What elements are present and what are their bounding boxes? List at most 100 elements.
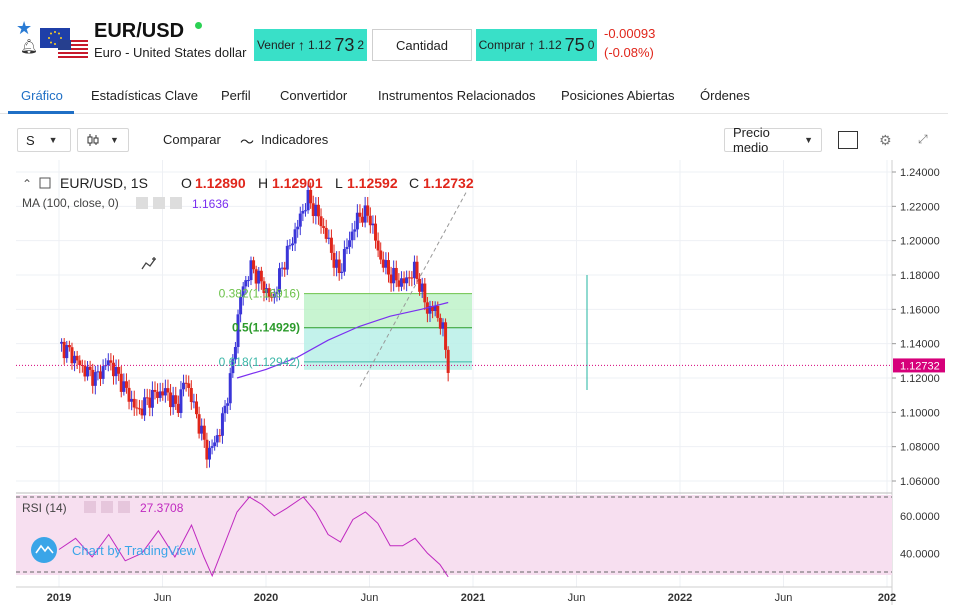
candle-body (171, 395, 175, 408)
caret-down-icon: ▼ (804, 135, 813, 145)
time-tick-label: 202 (878, 592, 896, 604)
time-axis: 2019 Jun 2020 Jun 2021 Jun 2022 Jun 202 (47, 592, 896, 604)
candle-body (259, 270, 263, 282)
buy-button[interactable]: Comprar ↑ 1.12 75 0 (476, 29, 597, 61)
candle-body (192, 401, 196, 403)
tab-grafico[interactable]: Gráfico (21, 88, 63, 103)
candle-body (161, 391, 165, 396)
candle-body (285, 245, 289, 270)
close-icon[interactable] (118, 501, 130, 513)
arrow-up-icon: ↑ (528, 37, 536, 53)
compare-button[interactable]: Comparar (163, 132, 221, 147)
eye-icon[interactable] (136, 197, 148, 209)
candle-body (148, 397, 152, 408)
eye-icon[interactable] (84, 501, 96, 513)
indicators-button[interactable]: Indicadores (261, 132, 329, 147)
chart-legend: ⌃ EUR/USD, 1S O 1.12890 H 1.12901 L 1.12… (22, 175, 474, 211)
candle-body (86, 366, 90, 377)
candle-body (220, 413, 224, 436)
candle-body (195, 401, 199, 415)
buy-label: Comprar (478, 38, 526, 52)
tab-instrumentos-relacionados[interactable]: Instrumentos Relacionados (378, 88, 536, 103)
bell-alert-icon[interactable]: 🔔︎ (20, 38, 38, 54)
close-icon[interactable] (170, 197, 182, 209)
price-change-percent: (-0.08%) (604, 45, 654, 60)
candle-body (436, 306, 440, 318)
symbol-title: EUR/USD (94, 20, 185, 42)
sell-button[interactable]: Vender ↑ 1.12 73 2 (254, 29, 367, 61)
candle-body (303, 210, 307, 212)
candle-body (410, 277, 414, 279)
candle-body (99, 371, 103, 379)
candle-body (127, 387, 131, 402)
legend-box-icon[interactable] (39, 177, 51, 189)
candle-body (316, 204, 320, 217)
price-tick-label: 1.08000 (900, 442, 940, 454)
tab-estadisticas-clave[interactable]: Estadísticas Clave (91, 88, 198, 103)
candle-body (91, 369, 95, 386)
candle-body (355, 212, 359, 230)
candle-body (205, 439, 209, 460)
ma-legend-value: 1.1636 (192, 197, 229, 211)
collapse-icon[interactable]: ⌃ (22, 177, 32, 191)
candle-body (389, 274, 393, 284)
candle-body (420, 283, 424, 292)
candle-body (270, 296, 274, 298)
candle-body (93, 372, 97, 386)
screenshot-icon[interactable] (838, 131, 858, 149)
last-price-label: 1.12732 (900, 360, 940, 372)
gear-icon[interactable] (153, 197, 165, 209)
candle-body (189, 387, 193, 403)
tab-perfil[interactable]: Perfil (221, 88, 251, 103)
candle-body (111, 362, 115, 377)
active-tab-underline (8, 111, 74, 114)
candle-body (150, 389, 154, 408)
candle-body (423, 283, 427, 303)
sell-label: Vender (256, 38, 295, 52)
candle-body (174, 395, 178, 404)
price-type-select[interactable]: Precio medio ▼ (724, 125, 822, 155)
time-tick-label: Jun (361, 592, 379, 604)
compare-icon[interactable] (141, 257, 157, 271)
price-tick-label: 1.20000 (900, 236, 940, 248)
fib-level-label: 0.618(1.12942) (219, 355, 300, 369)
price-chart[interactable]: 1.24000 1.22000 1.20000 1.18000 1.16000 1.140… (0, 160, 960, 605)
legend-h-value: 1.12901 (272, 175, 323, 191)
sell-price-big: 73 (334, 34, 355, 55)
quantity-button[interactable]: Cantidad (372, 29, 472, 61)
gear-icon[interactable]: ⚙ (879, 132, 892, 148)
time-tick-label: Jun (568, 592, 586, 604)
candle-body (418, 279, 422, 292)
chart-type-select[interactable]: ▼ (77, 128, 129, 152)
candle-body (244, 280, 248, 287)
watermark-text: Chart by TradingView (72, 543, 197, 558)
candle-body (197, 414, 201, 434)
candle-body (361, 216, 365, 223)
candle-body (163, 388, 167, 396)
fib-labels: 0.382(1.16916) 0.5(1.14929) 0.618(1.12942) (219, 287, 300, 369)
legend-title: EUR/USD, 1S (60, 175, 148, 191)
gear-icon[interactable] (101, 501, 113, 513)
candle-body (231, 359, 235, 374)
time-tick-label: 2019 (47, 592, 71, 604)
tradingview-watermark: Chart by TradingView (31, 537, 197, 563)
candle-body (119, 373, 123, 392)
price-tick-label: 1.10000 (900, 407, 940, 419)
candlestick-icon (87, 134, 99, 146)
chart-toolbar: S ▼ ▼ Comparar 〜 Indicadores Precio medi… (0, 124, 948, 270)
time-tick-label: Jun (775, 592, 793, 604)
candle-body (374, 223, 378, 241)
candle-body (314, 204, 318, 217)
candle-body (233, 346, 237, 360)
candle-body (184, 382, 188, 384)
tab-posiciones-abiertas[interactable]: Posiciones Abiertas (561, 88, 675, 103)
tab-convertidor[interactable]: Convertidor (280, 88, 348, 103)
fullscreen-icon[interactable]: ⤢ (918, 132, 928, 146)
tab-ordenes[interactable]: Órdenes (700, 88, 750, 103)
interval-select[interactable]: S ▼ (17, 128, 71, 152)
favorite-star-icon[interactable]: ★ (16, 18, 33, 38)
candle-body (444, 322, 448, 350)
legend-c-value: 1.12732 (423, 175, 474, 191)
candle-body (239, 296, 243, 315)
candle-body (290, 243, 294, 246)
